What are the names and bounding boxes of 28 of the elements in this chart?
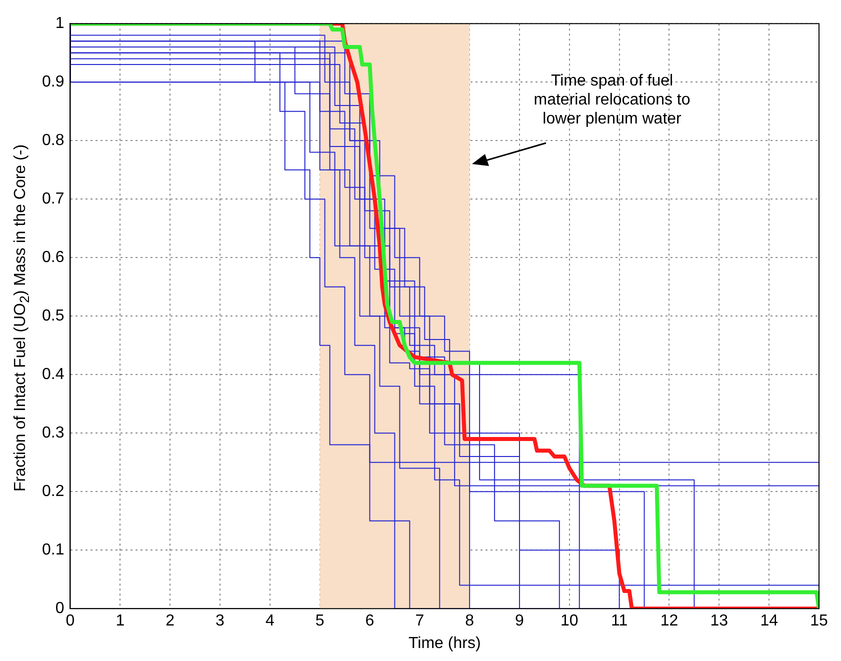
x-tick-label: 5 bbox=[315, 612, 324, 630]
x-tick-label: 10 bbox=[560, 612, 578, 630]
x-tick-label: 2 bbox=[166, 612, 175, 630]
y-tick-label: 0.3 bbox=[42, 424, 64, 442]
x-tick-label: 8 bbox=[465, 612, 474, 630]
x-tick-label: 14 bbox=[760, 612, 778, 630]
annotation: Time span of fuel material relocations to lower plenum water bbox=[534, 72, 690, 128]
x-tick-label: 13 bbox=[710, 612, 728, 630]
x-tick-label: 12 bbox=[660, 612, 678, 630]
y-tick-label: 0 bbox=[55, 600, 64, 618]
x-tick-label: 11 bbox=[611, 612, 628, 630]
x-tick-label: 4 bbox=[265, 612, 274, 630]
y-tick-label: 0.6 bbox=[42, 249, 64, 266]
x-tick-label: 6 bbox=[365, 612, 374, 630]
y-tick-label: 0.1 bbox=[42, 542, 64, 559]
x-tick-label: 15 bbox=[810, 612, 828, 630]
x-tick-label: 7 bbox=[415, 612, 424, 630]
y-tick-label: 1 bbox=[55, 15, 64, 32]
x-tick-label: 1 bbox=[116, 612, 125, 630]
x-axis-title: Time (hrs) bbox=[408, 634, 481, 652]
x-tick-label: 9 bbox=[515, 612, 524, 630]
x-tick-label: 3 bbox=[216, 612, 225, 630]
y-tick-label: 0.8 bbox=[42, 132, 64, 150]
y-tick-label: 0.2 bbox=[42, 483, 64, 500]
y-tick-label: 0.7 bbox=[42, 190, 64, 208]
y-tick-label: 0.9 bbox=[42, 74, 64, 91]
y-tick-label: 0.5 bbox=[42, 308, 64, 325]
y-tick-label: 0.4 bbox=[42, 366, 64, 384]
